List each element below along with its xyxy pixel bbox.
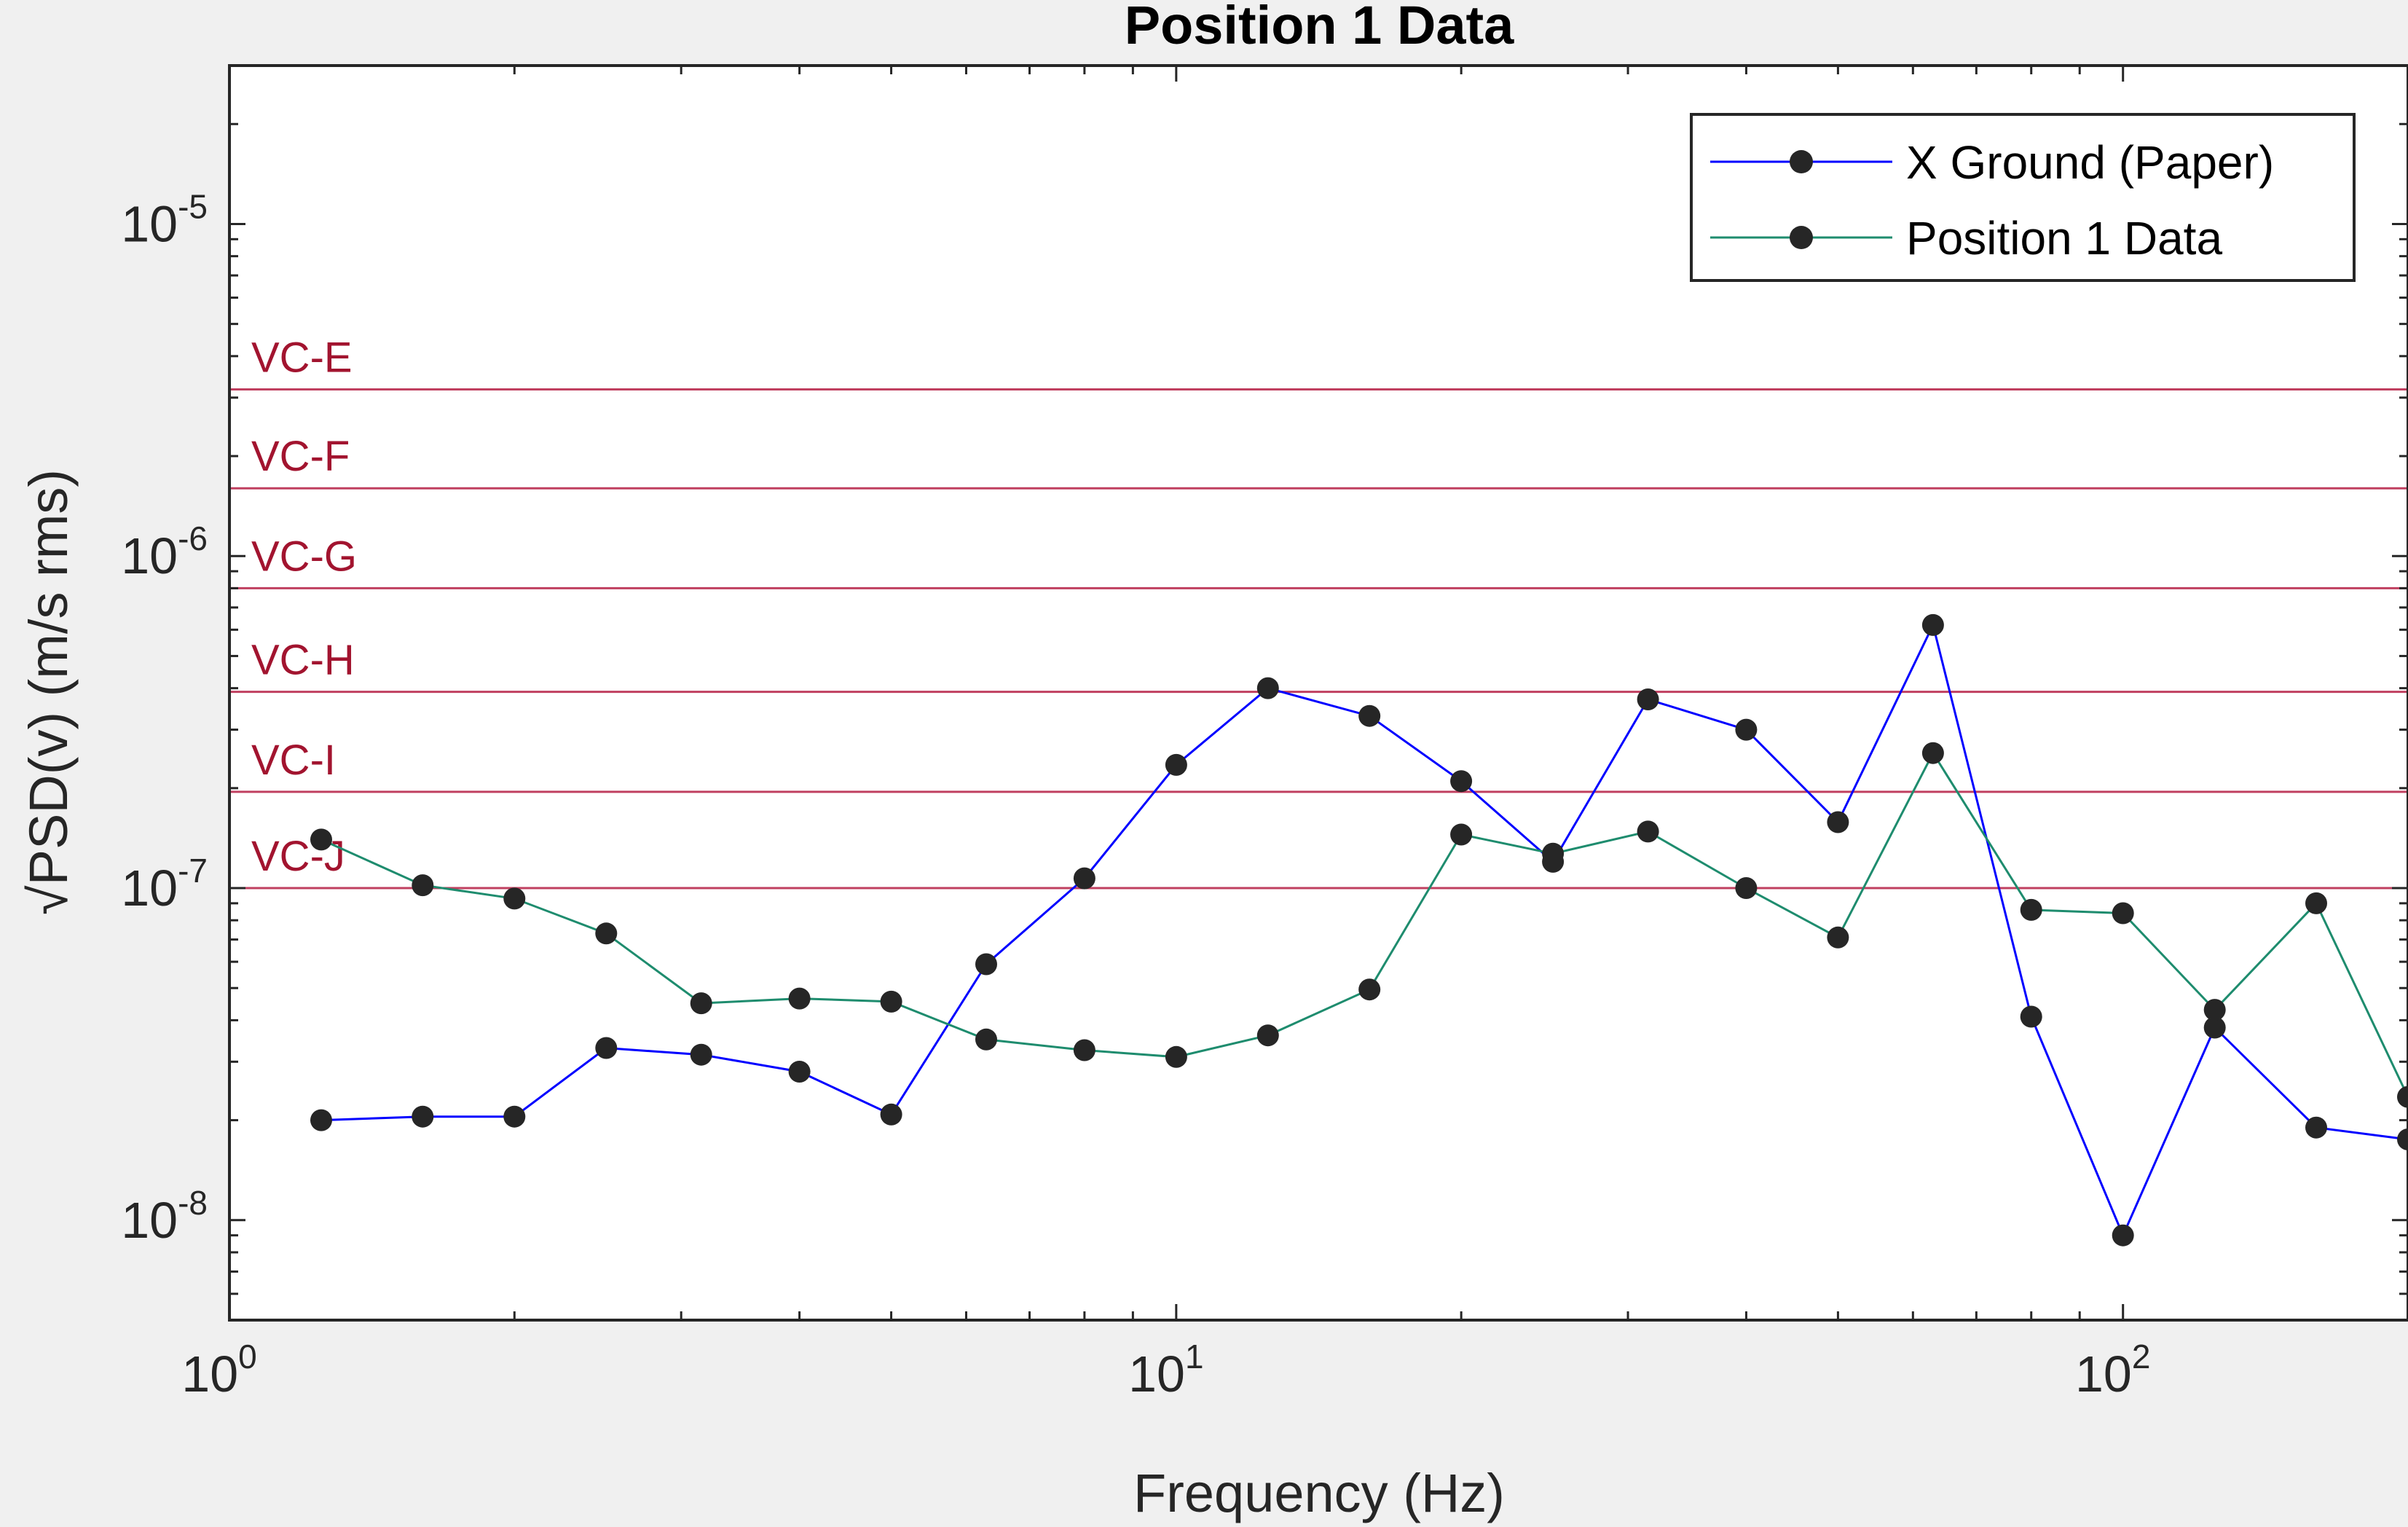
legend-label-position-1: Position 1 Data xyxy=(1906,212,2222,264)
vibration-criteria: VC-EVC-FVC-GVC-HVC-IVC-J xyxy=(229,334,2408,890)
legend-marker-x-ground xyxy=(1790,150,1813,173)
data-point-x-ground xyxy=(1358,704,1381,727)
data-point-x-ground xyxy=(2112,1224,2134,1247)
data-point-x-ground xyxy=(1637,688,1659,710)
data-point-position-1 xyxy=(2020,898,2042,921)
data-point-x-ground xyxy=(2305,1116,2327,1139)
criterion-label-vc-f: VC-F xyxy=(251,433,350,480)
data-point-position-1 xyxy=(788,987,811,1010)
y-axis-ticks: 10-8 10-7 10-6 10-5 xyxy=(121,122,2408,1322)
data-point-x-ground xyxy=(2203,1016,2226,1039)
data-point-x-ground xyxy=(2020,1005,2042,1028)
data-point-x-ground xyxy=(2397,1128,2408,1150)
x-tick-label: 100 xyxy=(181,1338,256,1402)
x-tick-label: 101 xyxy=(1128,1338,1203,1402)
y-tick-label: 10-6 xyxy=(121,519,208,584)
x-axis-ticks: 100 101 102 xyxy=(181,66,2408,1402)
data-point-position-1 xyxy=(310,828,332,851)
data-point-position-1 xyxy=(595,922,618,945)
data-point-position-1 xyxy=(1735,877,1758,899)
data-point-x-ground xyxy=(788,1061,811,1083)
data-point-position-1 xyxy=(503,887,526,910)
y-axis-label: √PSD(v) (m/s rms) xyxy=(18,469,79,915)
data-point-x-ground xyxy=(1256,677,1279,699)
data-point-position-1 xyxy=(1073,1039,1095,1061)
data-point-position-1 xyxy=(1450,823,1473,846)
data-point-x-ground xyxy=(975,953,997,976)
data-point-position-1 xyxy=(2397,1086,2408,1108)
data-point-x-ground xyxy=(503,1105,526,1128)
y-tick-label: 10-7 xyxy=(121,852,208,916)
data-point-position-1 xyxy=(1358,978,1381,1001)
data-point-x-ground xyxy=(690,1043,712,1066)
y-tick-label: 10-5 xyxy=(121,187,208,252)
data-point-position-1 xyxy=(1827,926,1849,949)
criterion-label-vc-e: VC-E xyxy=(251,334,353,382)
data-point-x-ground xyxy=(310,1109,332,1131)
chart-title: Position 1 Data xyxy=(1125,0,1514,55)
data-point-position-1 xyxy=(1637,820,1659,843)
data-point-x-ground xyxy=(1827,811,1849,833)
data-point-x-ground xyxy=(1450,770,1473,793)
data-point-position-1 xyxy=(2203,999,2226,1021)
data-point-position-1 xyxy=(2305,892,2327,914)
data-point-position-1 xyxy=(880,990,902,1013)
criterion-label-vc-i: VC-I xyxy=(251,737,336,784)
data-point-x-ground xyxy=(1735,718,1758,741)
legend-box xyxy=(1690,113,2356,282)
data-point-position-1 xyxy=(2112,902,2134,925)
data-point-x-ground xyxy=(595,1037,618,1059)
data-point-x-ground xyxy=(1165,753,1187,776)
legend: X Ground (Paper) Position 1 Data xyxy=(1690,113,2356,282)
axes-box xyxy=(228,64,2408,1322)
data-point-x-ground xyxy=(1921,613,1944,636)
data-point-position-1 xyxy=(1256,1024,1279,1047)
x-tick-label: 102 xyxy=(2075,1338,2150,1402)
data-point-position-1 xyxy=(1921,742,1944,764)
x-axis-label: Frequency (Hz) xyxy=(1133,1463,1505,1523)
legend-label-x-ground: X Ground (Paper) xyxy=(1906,136,2274,189)
data-point-position-1 xyxy=(1165,1045,1187,1068)
data-point-x-ground xyxy=(1073,867,1095,890)
criterion-label-vc-h: VC-H xyxy=(251,637,355,684)
data-point-x-ground xyxy=(880,1103,902,1126)
legend-marker-position-1 xyxy=(1790,226,1813,249)
data-point-position-1 xyxy=(975,1028,997,1051)
data-point-position-1 xyxy=(690,992,712,1015)
y-tick-label: 10-8 xyxy=(121,1184,208,1249)
data-series xyxy=(310,613,2408,1247)
data-point-position-1 xyxy=(412,874,434,897)
criterion-label-vc-g: VC-G xyxy=(251,533,357,580)
data-point-x-ground xyxy=(412,1105,434,1128)
data-point-position-1 xyxy=(1542,842,1565,865)
